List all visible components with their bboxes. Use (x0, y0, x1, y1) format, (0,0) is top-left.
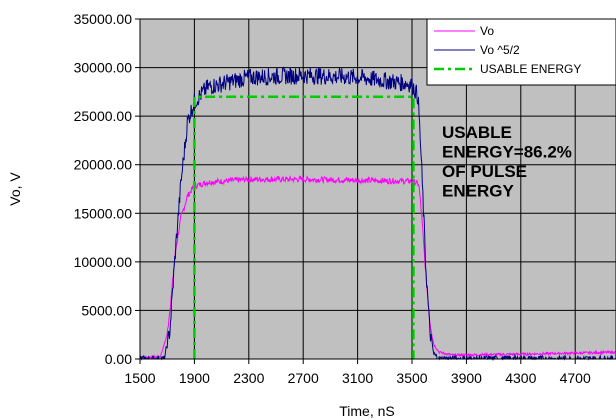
annotation-line-2: ENERGY=86.2% (442, 143, 572, 162)
series-vo-5-2 (139, 66, 616, 361)
y-tick-label: 35000.00 (74, 11, 133, 27)
x-tick-label: 2300 (233, 370, 264, 386)
x-tick-label: 4700 (560, 370, 591, 386)
x-tick-label: 2700 (288, 370, 319, 386)
legend-label-vo-5-2: Vo ^5/2 (480, 43, 520, 57)
series-layer (139, 66, 616, 361)
legend-label-usable-energy: USABLE ENERGY (480, 62, 581, 76)
legend-label-vo: Vo (480, 24, 494, 38)
annotation-line-1: USABLE (442, 123, 512, 142)
legend-box (426, 18, 616, 86)
y-axis-ticks: 0.00 5000.00 10000.00 15000.00 20000.00 25000… (74, 11, 140, 367)
x-tick-label: 1900 (179, 370, 210, 386)
legend: Vo Vo ^5/2 USABLE ENERGY (426, 18, 616, 86)
usable-energy-annotation: USABLE ENERGY=86.2% OF PULSE ENERGY (442, 123, 572, 201)
x-tick-label: 3900 (451, 370, 482, 386)
x-tick-label: 1500 (124, 370, 155, 386)
x-axis-ticks: 1500 1900 2300 2700 3100 3500 3900 4300 4700 (124, 359, 591, 386)
y-axis-title: Vo, V (7, 172, 23, 206)
x-tick-label: 4300 (505, 370, 536, 386)
series-vo (139, 174, 616, 360)
y-tick-label: 25000.00 (74, 108, 133, 124)
y-tick-label: 15000.00 (74, 205, 133, 221)
y-tick-label: 30000.00 (74, 60, 133, 76)
series-usable-energy (193, 95, 415, 359)
y-tick-label: 0.00 (105, 351, 132, 367)
annotation-line-3: OF PULSE (442, 162, 527, 181)
y-tick-label: 20000.00 (74, 157, 133, 173)
x-tick-label: 3100 (342, 370, 373, 386)
y-tick-label: 10000.00 (74, 254, 133, 270)
plot-border (139, 18, 616, 360)
annotation-line-4: ENERGY (442, 182, 514, 201)
x-tick-label: 3500 (396, 370, 427, 386)
y-tick-label: 5000.00 (81, 302, 132, 318)
x-axis-title: Time, nS (339, 403, 395, 419)
